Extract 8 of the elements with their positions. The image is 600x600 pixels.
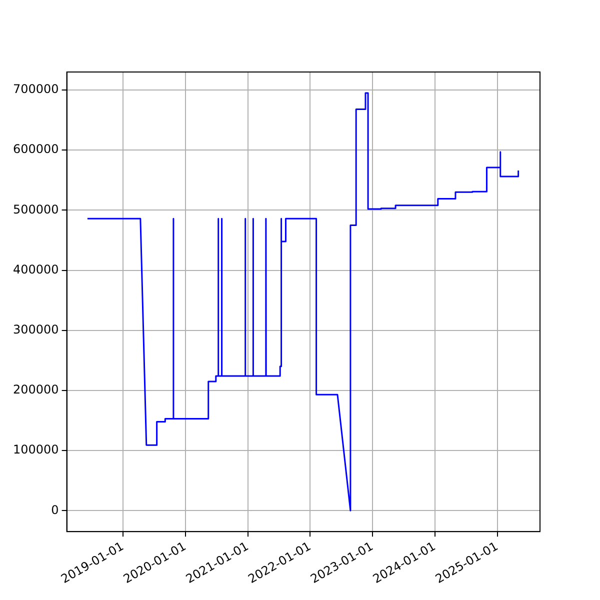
y-tick-label: 400000: [12, 262, 59, 276]
y-tick-label: 300000: [12, 322, 59, 336]
y-tick-label: 600000: [12, 142, 59, 156]
y-tick-label: 700000: [12, 82, 59, 96]
y-tick-label: 0: [51, 502, 59, 517]
y-tick-label: 200000: [12, 382, 59, 397]
y-tick-label: 100000: [12, 442, 59, 457]
y-tick-label: 500000: [12, 202, 59, 216]
